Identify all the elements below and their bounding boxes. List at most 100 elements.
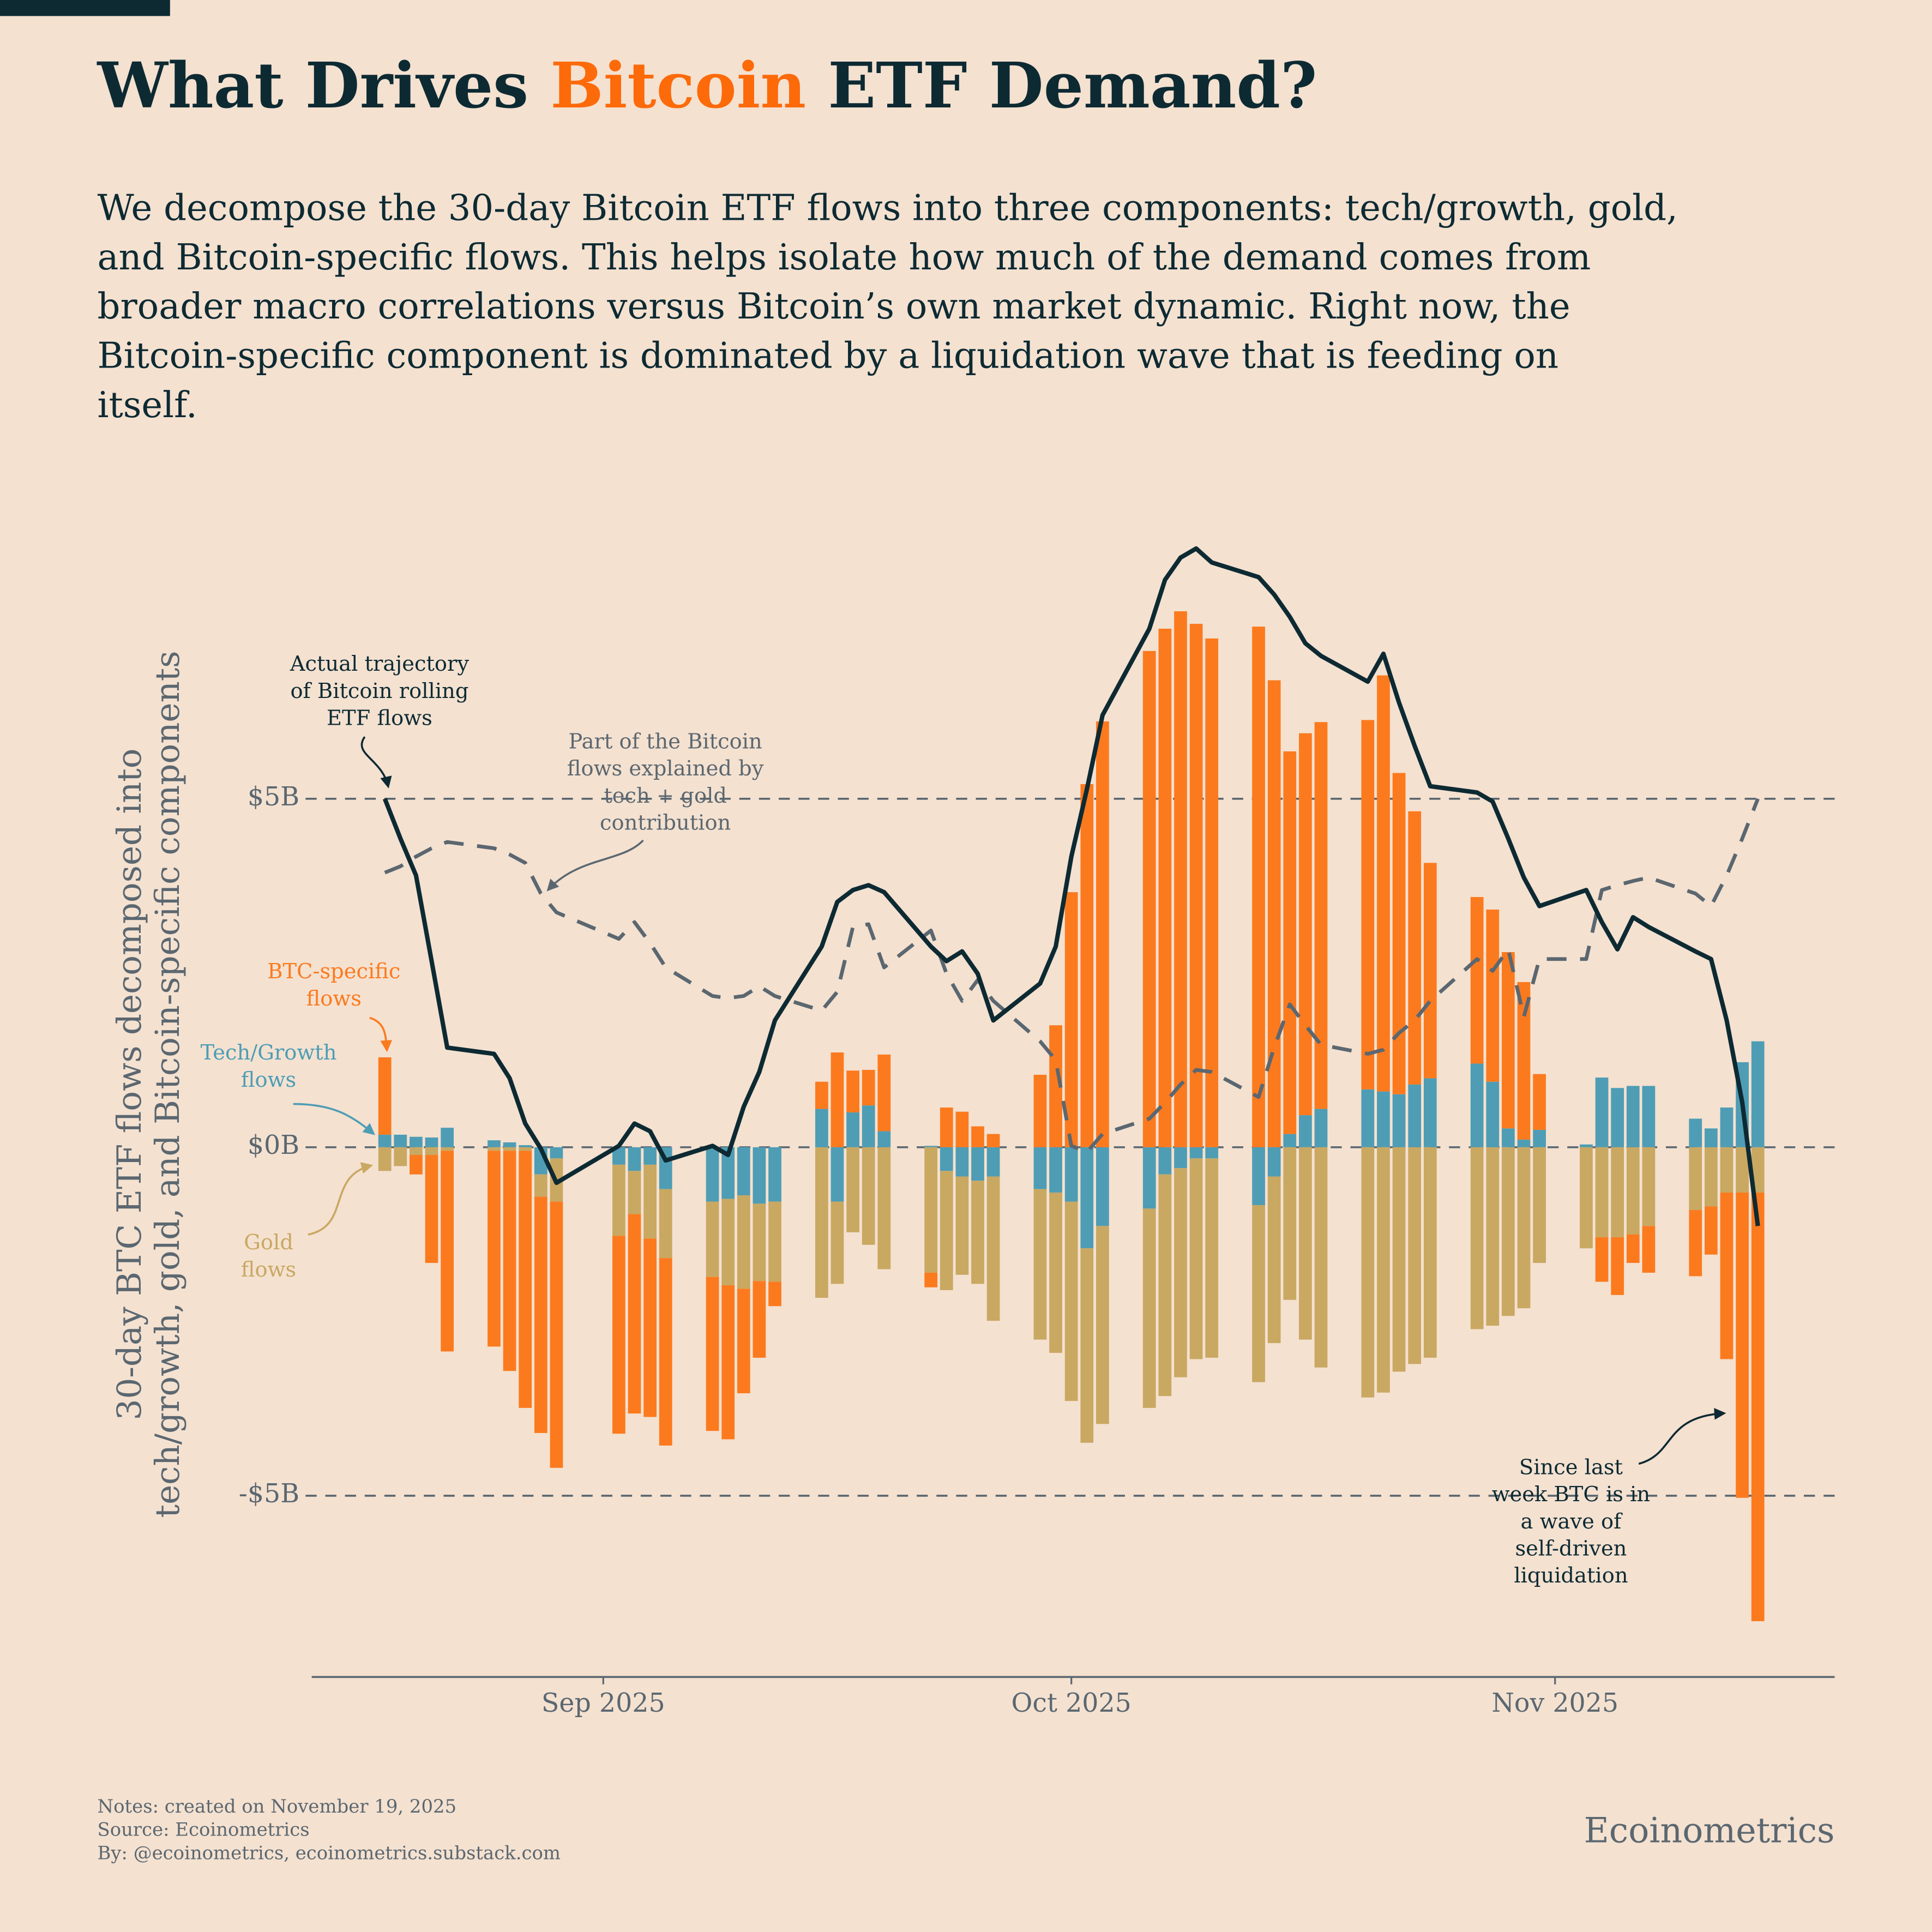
bar: [1517, 1147, 1531, 1309]
bar: [612, 1236, 625, 1434]
bar: [1096, 721, 1109, 1147]
bar: [1689, 1147, 1702, 1210]
bar: [503, 1147, 516, 1151]
bar: [955, 1147, 969, 1177]
bar: [1626, 1234, 1640, 1263]
bar: [721, 1285, 735, 1440]
bar: [1595, 1078, 1609, 1147]
y-tick-label: $0B: [248, 1130, 299, 1160]
bar: [815, 1081, 828, 1109]
bar: [410, 1147, 423, 1155]
bar: [1502, 952, 1515, 1129]
bar: [924, 1272, 938, 1287]
bar: [768, 1201, 781, 1282]
bar: [971, 1181, 984, 1284]
bar: [1533, 1129, 1546, 1147]
bar: [1142, 1208, 1156, 1408]
bar: [394, 1134, 407, 1147]
bar: [1252, 627, 1265, 1147]
bar: [1361, 720, 1375, 1090]
bar: [628, 1147, 641, 1171]
bar: [1502, 1147, 1515, 1316]
y-axis-label-line: 30-day BTC ETF flows decomposed into: [110, 748, 149, 1420]
annotation-line: flows explained by: [567, 756, 764, 781]
subtitle-line: Bitcoin-specific component is dominated …: [98, 335, 1559, 377]
bar: [519, 1151, 532, 1408]
bar: [425, 1147, 438, 1155]
bar: [1423, 1078, 1437, 1147]
legend-arrow: [293, 1103, 375, 1135]
annotation-arrow: [1638, 1407, 1726, 1465]
bar: [628, 1171, 641, 1214]
bar: [1267, 680, 1281, 1147]
bar: [1377, 1091, 1390, 1147]
bar: [1064, 1201, 1078, 1401]
bar: [1533, 1147, 1546, 1263]
legend-label: Tech/Growth flows: [200, 1041, 337, 1093]
bar: [1033, 1074, 1047, 1147]
y-tick-label: $5B: [248, 782, 299, 812]
bar: [441, 1147, 454, 1151]
bar: [534, 1174, 547, 1197]
bar: [425, 1154, 438, 1263]
bar: [1189, 623, 1203, 1147]
bar: [628, 1214, 641, 1414]
bar: [1158, 1174, 1172, 1397]
bar: [1408, 1147, 1422, 1364]
subtitle-line: broader macro correlations versus Bitcoi…: [98, 286, 1570, 327]
legend-arrow: [308, 1162, 374, 1236]
subtitle-line: We decompose the 30-day Bitcoin ETF flow…: [98, 187, 1678, 228]
bar: [815, 1147, 828, 1298]
bar: [1283, 751, 1297, 1134]
annotation-arrow: [360, 736, 392, 789]
bar: [1751, 1041, 1765, 1147]
bar: [1720, 1108, 1734, 1147]
bar: [1736, 1147, 1749, 1193]
y-tick-label: -$5B: [239, 1479, 299, 1509]
bar: [519, 1145, 532, 1147]
bar: [378, 1134, 392, 1147]
bar: [877, 1054, 891, 1131]
bar: [1174, 1147, 1187, 1169]
bar: [1252, 1205, 1265, 1382]
bar: [1189, 1147, 1203, 1159]
bar: [862, 1147, 875, 1245]
bar: [1751, 1192, 1765, 1622]
bar: [378, 1057, 392, 1135]
annotation: Since last week BTC is in a wave of self-dr…: [1492, 1407, 1726, 1588]
bar: [706, 1277, 719, 1431]
bar: [1736, 1192, 1749, 1498]
title-highlight: Bitcoin: [550, 49, 806, 123]
bar: [830, 1201, 844, 1284]
footnote: By: @ecoinometrics, ecoinometrics.substa…: [98, 1843, 561, 1864]
bar: [940, 1147, 953, 1171]
bar: [1283, 1134, 1297, 1147]
bar: [1049, 1192, 1062, 1353]
bar: [1486, 1147, 1500, 1326]
y-axis-label-line: tech/growth, gold, and Bitcoin-specific …: [148, 651, 187, 1518]
subtitle-line: and Bitcoin-specific flows. This helps i…: [98, 237, 1591, 278]
bar: [1423, 863, 1437, 1079]
bar: [1299, 1115, 1312, 1147]
legend-label-box: BTC-specific flows: [267, 960, 400, 1012]
bar: [441, 1151, 454, 1352]
bar: [1517, 1139, 1531, 1147]
bar: [441, 1128, 454, 1147]
annotation: Part of the Bitcoin flows explained by tec…: [546, 730, 764, 892]
footnote: Notes: created on November 19, 2025: [98, 1796, 457, 1817]
legend-arrow: [369, 1016, 393, 1052]
bar: [534, 1196, 547, 1433]
bar: [1408, 811, 1422, 1085]
bar: [862, 1069, 875, 1106]
bar: [487, 1140, 501, 1147]
bar: [1470, 1147, 1484, 1329]
bar: [1033, 1147, 1047, 1189]
bar: [1064, 1147, 1078, 1202]
bar: [877, 1147, 891, 1269]
annotation-line: a wave of: [1521, 1509, 1623, 1534]
bar: [1423, 1147, 1437, 1358]
bar: [1314, 1109, 1328, 1147]
bar: [753, 1281, 766, 1358]
bar: [862, 1105, 875, 1147]
bar: [1595, 1147, 1609, 1237]
